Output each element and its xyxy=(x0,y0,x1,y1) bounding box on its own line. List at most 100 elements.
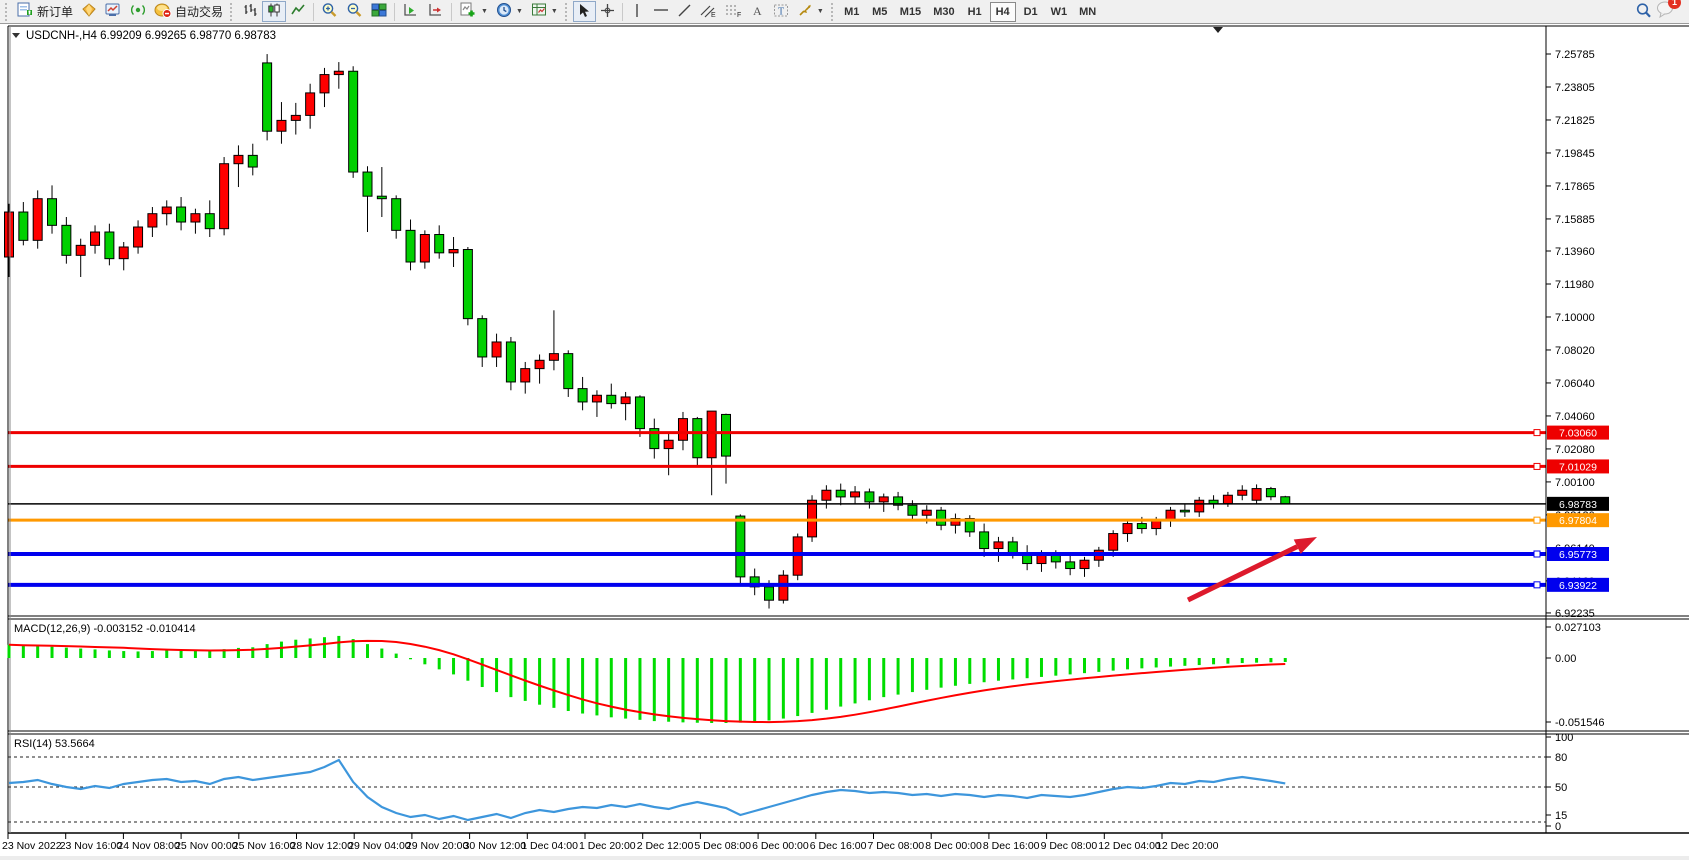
price-label-text: 7.01029 xyxy=(1559,461,1597,473)
notifications-button[interactable]: 1 xyxy=(1656,0,1681,23)
toolbar-separator xyxy=(394,2,396,21)
equidistant-channel-tool-button[interactable]: E xyxy=(696,1,721,22)
price-tick-label: 7.00100 xyxy=(1555,477,1595,489)
price-label-text: 6.98783 xyxy=(1559,499,1597,511)
signals-button[interactable] xyxy=(126,1,150,22)
cursor-icon xyxy=(577,3,591,21)
timeframe-H4[interactable]: H4 xyxy=(989,1,1016,22)
svg-text:T: T xyxy=(778,6,784,17)
timeframe-M1[interactable]: M1 xyxy=(839,2,865,22)
horizontal-line-objects: 7.03060 7.01029 6.98783 6.97804 6.95773 6.939… xyxy=(8,425,1609,592)
tile-windows-icon xyxy=(371,2,387,21)
new-order-label: 新订单 xyxy=(37,5,74,19)
time-tick-label: 5 Dec 08:00 xyxy=(694,840,751,852)
zoom-out-icon xyxy=(346,2,363,21)
candlestick-type-icon xyxy=(266,2,282,21)
template-icon xyxy=(531,2,547,21)
auto-trading-icon xyxy=(154,2,172,21)
rsi-label: RSI(14) 53.5664 xyxy=(14,738,95,750)
fibonacci-tool-button[interactable]: F xyxy=(721,1,746,22)
macd-tick-label: 0.027103 xyxy=(1555,622,1601,634)
time-tick-label: 8 Dec 16:00 xyxy=(983,840,1040,852)
vertical-line-tool-button[interactable] xyxy=(626,1,649,22)
trendline-icon xyxy=(677,3,692,21)
timeframe-D1[interactable]: D1 xyxy=(1018,2,1044,22)
charts-community-button[interactable] xyxy=(101,1,126,22)
arrows-icon xyxy=(797,3,813,21)
top-marker-icon xyxy=(1213,27,1223,33)
candlestick-series xyxy=(4,54,1291,609)
toolbar-separator xyxy=(451,2,453,21)
candlestick-type-button[interactable] xyxy=(262,1,287,22)
market-gem-icon xyxy=(81,2,97,21)
price-label-badge xyxy=(1547,577,1609,592)
trendline-tool-button[interactable] xyxy=(673,1,696,22)
market-gem-button[interactable] xyxy=(77,1,101,22)
chart-shift-icon xyxy=(427,2,444,21)
equidistant-channel-icon: E xyxy=(700,3,717,21)
auto-trading-button[interactable]: 自动交易 xyxy=(150,1,227,22)
add-indicator-button[interactable]: ▼ xyxy=(455,1,492,22)
timeframe-M30[interactable]: M30 xyxy=(928,2,959,22)
macd-tick-label: 0.00 xyxy=(1555,653,1576,665)
price-tick-label: 7.25785 xyxy=(1555,49,1595,61)
timeframe-M5[interactable]: M5 xyxy=(867,2,893,22)
new-order-button[interactable]: 新订单 xyxy=(13,1,77,22)
crosshair-tool-button[interactable] xyxy=(596,1,619,22)
price-tick-label: 7.08020 xyxy=(1555,345,1595,357)
cursor-tool-button[interactable] xyxy=(572,1,596,22)
trend-arrow-annotation xyxy=(1186,537,1317,603)
arrows-tool-button[interactable]: ▼ xyxy=(793,1,828,22)
svg-text:E: E xyxy=(711,12,716,18)
time-tick-label: 8 Dec 00:00 xyxy=(925,840,982,852)
rsi-tick-label: 100 xyxy=(1555,732,1573,744)
zoom-in-button[interactable] xyxy=(317,1,342,22)
zoom-out-button[interactable] xyxy=(342,1,367,22)
toolbar-grip xyxy=(230,2,235,21)
svg-text:A: A xyxy=(753,4,762,18)
timeframe-H1[interactable]: H1 xyxy=(962,2,988,22)
macd-label: MACD(12,26,9) -0.003152 -0.010414 xyxy=(14,623,196,635)
text-label-tool-button[interactable]: T xyxy=(769,1,793,22)
toolbar-grip xyxy=(830,2,836,21)
chart-shift-button[interactable] xyxy=(423,1,448,22)
line-anchor-marker xyxy=(1533,429,1541,437)
timeframe-MN[interactable]: MN xyxy=(1074,2,1101,22)
price-label-badge xyxy=(1547,546,1609,561)
new-order-icon xyxy=(17,2,34,21)
search-icon xyxy=(1635,2,1652,22)
charts-community-icon xyxy=(105,2,122,21)
horizontal-line-tool-button[interactable] xyxy=(649,1,673,22)
horizontal-line-icon xyxy=(653,3,669,20)
chevron-down-icon: ▼ xyxy=(481,8,488,15)
rsi-tick-label: 50 xyxy=(1555,782,1567,794)
notification-badge: 1 xyxy=(1668,0,1681,9)
price-label-text: 6.93922 xyxy=(1559,580,1597,592)
price-tick-label: 7.17865 xyxy=(1555,181,1595,193)
text-label-icon: T xyxy=(773,3,789,21)
toolbar-grip[interactable] xyxy=(5,2,10,21)
text-tool-button[interactable]: A xyxy=(746,1,769,22)
template-button[interactable]: ▼ xyxy=(527,1,562,22)
line-chart-type-button[interactable] xyxy=(286,1,310,22)
time-tick-label: 28 Nov 12:00 xyxy=(291,840,354,852)
price-label-text: 6.95773 xyxy=(1559,549,1597,561)
price-tick-label: 7.19845 xyxy=(1555,148,1595,160)
toolbar: 新订单 自动交易 xyxy=(0,0,1689,24)
tile-windows-button[interactable] xyxy=(367,1,391,22)
price-label-text: 6.97804 xyxy=(1559,515,1597,527)
rsi-tick-label: 0 xyxy=(1555,821,1561,833)
price-tick-label: 7.06040 xyxy=(1555,378,1595,390)
text-icon: A xyxy=(750,3,764,21)
time-tick-label: 1 Dec 04:00 xyxy=(521,840,578,852)
auto-scroll-button[interactable] xyxy=(398,1,423,22)
bar-chart-type-button[interactable] xyxy=(238,1,262,22)
timeframe-W1[interactable]: W1 xyxy=(1046,2,1073,22)
rsi-tick-label: 15 xyxy=(1555,810,1567,822)
time-tick-label: 6 Dec 00:00 xyxy=(752,840,809,852)
timeframe-M15[interactable]: M15 xyxy=(895,2,926,22)
search-button[interactable] xyxy=(1631,1,1656,22)
price-label-text: 7.03060 xyxy=(1559,428,1597,440)
periods-clock-button[interactable]: ▼ xyxy=(492,1,527,22)
